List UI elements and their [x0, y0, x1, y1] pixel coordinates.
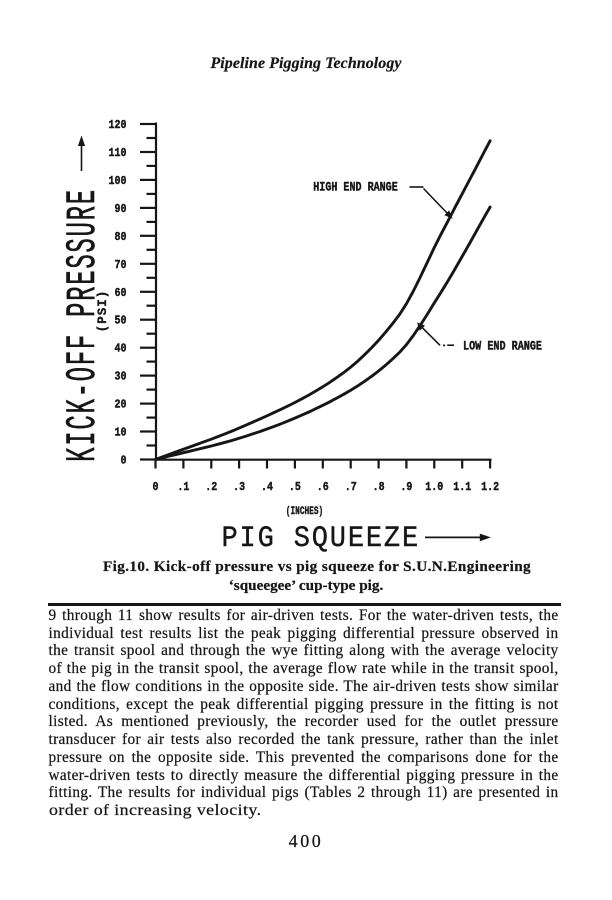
svg-text:(PSI): (PSI) — [96, 290, 110, 333]
svg-text:.2: .2 — [205, 481, 217, 494]
svg-text:PIG SQUEEZE: PIG SQUEEZE — [222, 521, 421, 556]
svg-text:60: 60 — [115, 287, 127, 300]
svg-text:100: 100 — [109, 175, 127, 188]
svg-text:.8: .8 — [373, 481, 385, 494]
svg-text:1.1: 1.1 — [453, 481, 471, 494]
svg-text:20: 20 — [115, 399, 127, 412]
svg-text:.6: .6 — [317, 481, 329, 494]
svg-text:KICK-OFF PRESSURE: KICK-OFF PRESSURE — [61, 188, 107, 462]
svg-text:80: 80 — [115, 231, 127, 244]
svg-text:.7: .7 — [345, 481, 357, 494]
svg-text:40: 40 — [115, 343, 127, 356]
svg-text:0: 0 — [121, 455, 127, 468]
svg-text:30: 30 — [115, 371, 127, 384]
svg-text:.4: .4 — [261, 481, 273, 494]
svg-text:HIGH END RANGE: HIGH END RANGE — [313, 179, 398, 194]
svg-text:.9: .9 — [400, 481, 412, 494]
svg-text:120: 120 — [109, 119, 127, 132]
svg-text:LOW END RANGE: LOW END RANGE — [463, 338, 542, 353]
svg-text:90: 90 — [115, 203, 127, 216]
svg-text:.3: .3 — [233, 481, 245, 494]
svg-text:70: 70 — [115, 259, 127, 272]
svg-text:110: 110 — [109, 147, 127, 160]
svg-text:10: 10 — [115, 427, 127, 440]
svg-text:0: 0 — [153, 481, 159, 494]
svg-text:(INCHES): (INCHES) — [286, 506, 324, 519]
svg-text:1.2: 1.2 — [481, 481, 499, 494]
svg-text:.5: .5 — [289, 481, 301, 494]
svg-text:.1: .1 — [177, 481, 189, 494]
svg-text:50: 50 — [115, 315, 127, 328]
svg-text:1.0: 1.0 — [425, 481, 443, 494]
